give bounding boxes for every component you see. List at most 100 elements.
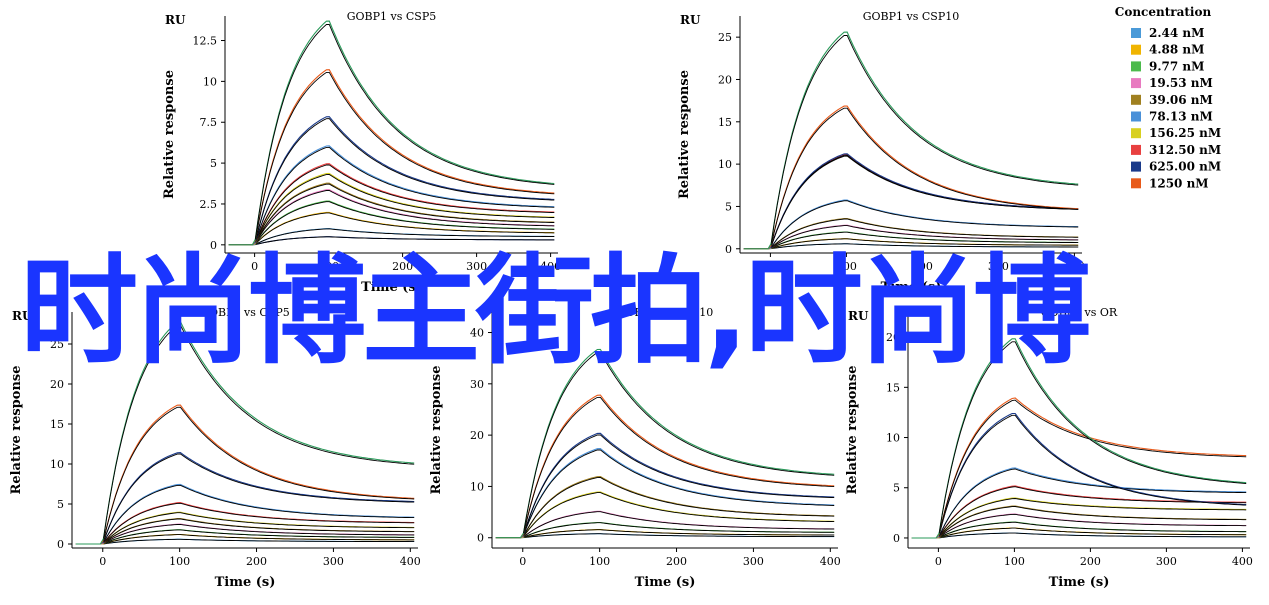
legend-label: 625.00 nM <box>1149 160 1221 174</box>
fit-line <box>523 529 835 538</box>
fit-line <box>770 225 1079 249</box>
fit-line <box>771 238 1079 249</box>
legend-title: Concentration <box>1115 5 1212 19</box>
series-line <box>228 20 555 246</box>
fit-line <box>103 538 415 545</box>
chart-title: GOBP1 vs CSP5 <box>347 10 437 23</box>
fit-line <box>938 513 1247 538</box>
legend-label: 39.06 nM <box>1149 93 1213 107</box>
fit-line <box>103 512 415 544</box>
series-line <box>911 412 1247 539</box>
chart-title: GOBP1 vs CSP10 <box>863 10 960 23</box>
fit-line <box>523 522 835 538</box>
legend-swatch <box>1131 128 1141 139</box>
x-tick-label: 200 <box>1080 555 1101 568</box>
legend-label: 156.25 nM <box>1149 126 1221 140</box>
fit-line <box>103 518 415 544</box>
y-tick-label: 25 <box>718 31 732 44</box>
x-tick-label: 300 <box>743 555 764 568</box>
x-tick-label: 300 <box>988 260 1009 273</box>
series-line <box>228 228 555 246</box>
x-axis-label: Time (s) <box>635 575 696 590</box>
series-line <box>228 116 555 246</box>
legend-swatch <box>1131 161 1141 172</box>
x-tick-label: 100 <box>1004 555 1025 568</box>
x-axis-label: Time (s) <box>361 280 422 295</box>
series-line <box>495 394 835 539</box>
x-tick-label: 100 <box>589 555 610 568</box>
fit-line <box>103 502 415 544</box>
legend-label: 4.88 nM <box>1149 43 1204 57</box>
y-tick-label: 5 <box>210 157 217 170</box>
unit-label: RU <box>848 309 869 323</box>
fit-line <box>103 453 415 542</box>
y-tick-label: 10 <box>886 432 900 445</box>
x-tick-label: 0 <box>519 555 526 568</box>
y-tick-label: 0 <box>725 243 732 256</box>
fit-line <box>254 174 555 244</box>
fit-line <box>938 341 1247 534</box>
x-axis-label: Time (s) <box>1049 575 1110 590</box>
y-axis-label: Relative response <box>845 366 860 495</box>
chart-panel-3: 0 5 10 15 20 25 0 100 200 300 400 GOBP2 vs CSP5 RU Ti… <box>9 306 421 590</box>
fit-line <box>103 523 415 544</box>
x-tick-label: 200 <box>912 260 933 273</box>
legend-label: 312.50 nM <box>1149 143 1221 157</box>
y-tick-label: 15 <box>718 116 732 129</box>
fit-line <box>770 218 1079 249</box>
x-tick-label: 0 <box>251 260 258 273</box>
y-tick-label: 20 <box>470 429 484 442</box>
fit-line <box>770 231 1079 249</box>
fit-line <box>254 71 555 241</box>
x-tick-label: 300 <box>1156 555 1177 568</box>
fit-line <box>254 201 555 245</box>
legend-swatch <box>1131 111 1141 122</box>
fit-line <box>103 534 415 545</box>
x-tick-label: 0 <box>99 555 106 568</box>
y-tick-label: 10 <box>470 480 484 493</box>
fit-line <box>771 243 1079 250</box>
series-line <box>228 145 555 246</box>
y-tick-label: 15 <box>886 381 900 394</box>
fit-line <box>523 351 835 534</box>
y-tick-label: 10 <box>203 75 217 88</box>
y-axis-label: Relative response <box>162 70 177 199</box>
series-line <box>75 321 415 545</box>
fit-line <box>254 183 555 244</box>
series-line <box>495 432 835 539</box>
series-line <box>911 485 1247 539</box>
y-tick-label: 0 <box>57 538 64 551</box>
chart-title: GOBP2 vs OR <box>1041 306 1118 319</box>
legend-swatch <box>1131 28 1141 38</box>
fit-line <box>938 486 1247 537</box>
legend-label: 2.44 nM <box>1149 26 1204 40</box>
y-tick-label: 5 <box>725 200 732 213</box>
x-tick-label: 0 <box>935 555 942 568</box>
series-line <box>495 348 835 539</box>
fit-line <box>523 477 835 537</box>
fit-line <box>254 212 555 245</box>
fit-line <box>770 34 1079 244</box>
series-line <box>228 163 555 246</box>
x-tick-label: 300 <box>323 555 344 568</box>
y-axis-label: Relative response <box>9 366 24 495</box>
legend-swatch <box>1131 94 1141 105</box>
fit-line <box>523 449 835 536</box>
fit-line <box>938 498 1247 538</box>
chart-title: GOBP2 vs CSP10 <box>617 306 714 319</box>
x-tick-label: 300 <box>466 260 487 273</box>
unit-label: RU <box>165 13 186 27</box>
x-tick-label: 400 <box>820 555 841 568</box>
series-line <box>228 69 555 246</box>
y-tick-label: 0 <box>477 532 484 545</box>
fit-line <box>254 164 555 243</box>
x-tick-label: 400 <box>400 555 421 568</box>
y-tick-label: 10 <box>50 458 64 471</box>
series-line <box>75 452 415 545</box>
fit-line <box>770 200 1079 248</box>
fit-line <box>523 533 835 539</box>
fit-line <box>938 506 1247 538</box>
